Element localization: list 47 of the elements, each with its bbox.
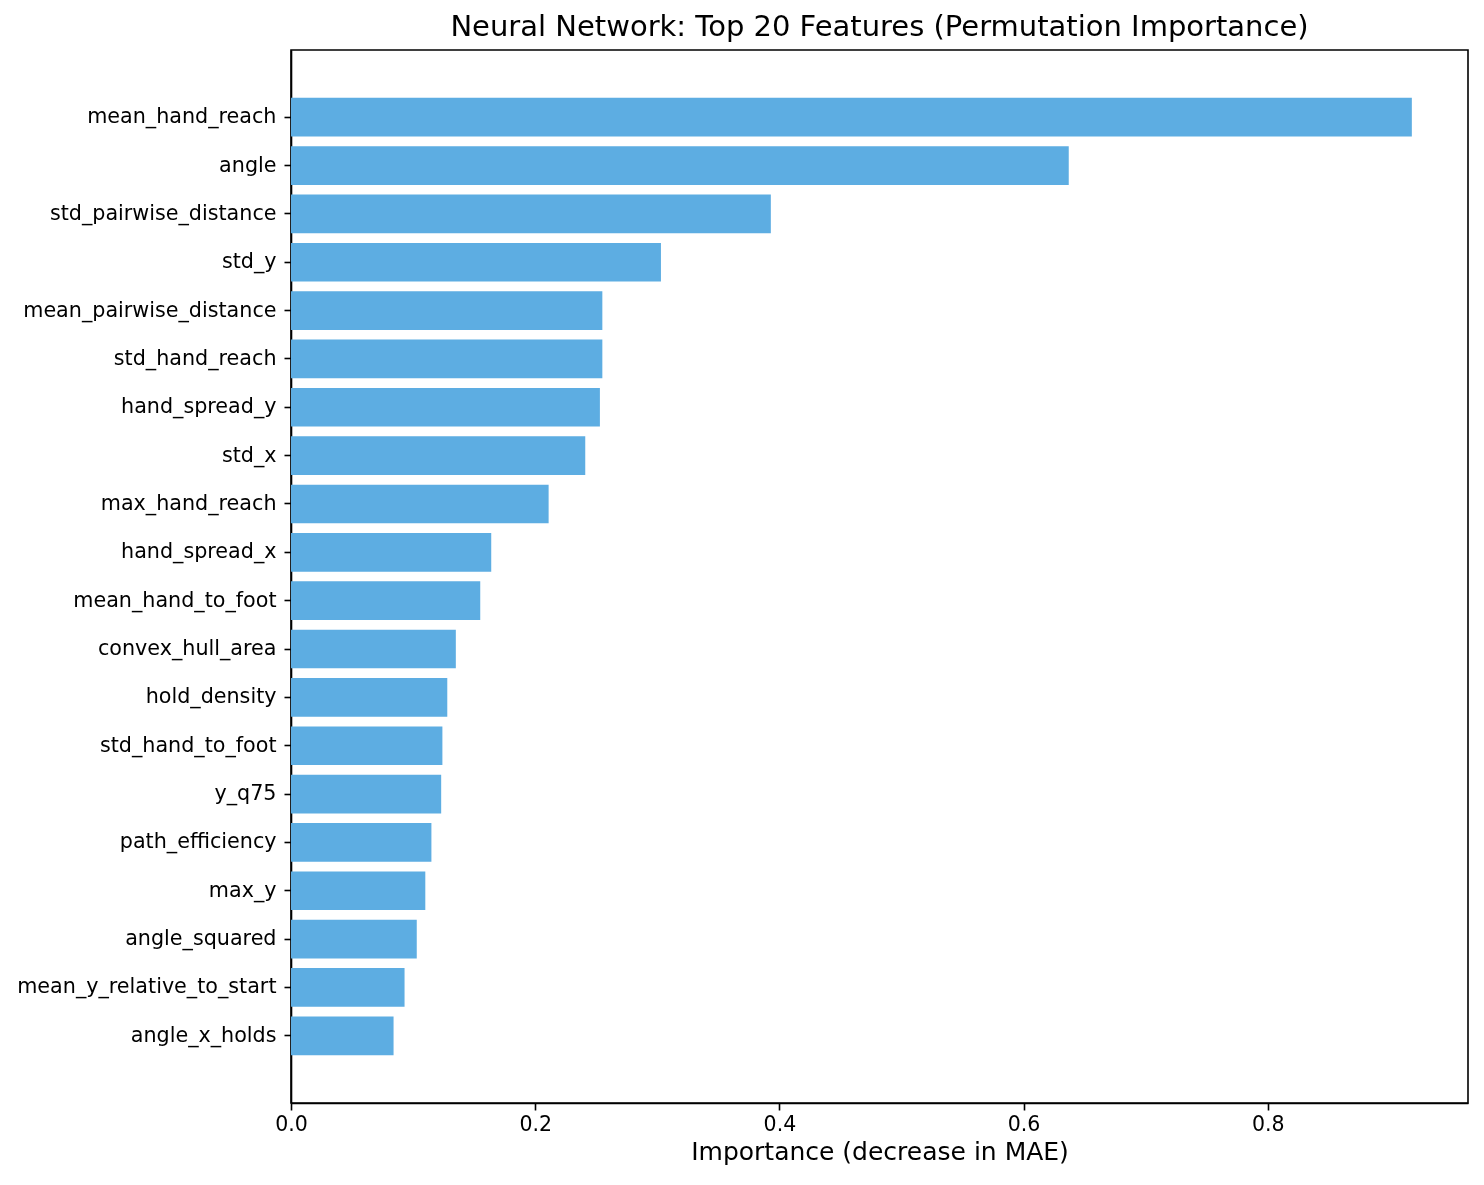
y-tick-label: hand_spread_y (121, 394, 277, 420)
x-tick-label: 0.6 (1007, 1111, 1041, 1136)
y-tick-label: mean_y_relative_to_start (17, 974, 277, 1000)
bar (291, 581, 481, 621)
x-tick-label: 0.0 (275, 1111, 308, 1136)
bar (291, 387, 600, 427)
bar (291, 678, 448, 717)
bar (291, 146, 1069, 185)
y-tick-label: std_y (221, 249, 277, 275)
bar (291, 919, 417, 959)
y-tick-label: path_efficiency (119, 829, 277, 855)
chart-title: Neural Network: Top 20 Features (Permutation Importance) (450, 9, 1309, 43)
bar (291, 484, 549, 524)
y-tick-label: std_hand_reach (113, 345, 277, 371)
x-tick-label: 0.2 (519, 1111, 552, 1136)
bar (291, 242, 661, 282)
bar (291, 291, 603, 330)
y-tick-label: mean_pairwise_distance (23, 297, 277, 323)
bar (291, 97, 1412, 137)
bar (291, 629, 456, 669)
y-tick-label: convex_hull_area (97, 636, 277, 662)
y-tick-label: std_x (221, 442, 277, 468)
bar (291, 726, 443, 766)
y-tick-label: std_hand_to_foot (99, 732, 277, 758)
x-axis-title: Importance (decrease in MAE) (691, 1137, 1069, 1166)
y-tick-label: std_pairwise_distance (49, 200, 277, 226)
bar (291, 532, 492, 572)
y-tick-label: angle (219, 152, 277, 177)
y-tick-label: hold_density (145, 684, 277, 710)
y-tick-label: mean_hand_reach (87, 104, 277, 130)
bar (291, 194, 771, 234)
x-tick-label: 0.4 (763, 1111, 797, 1136)
y-tick-label: y_q75 (214, 781, 277, 807)
bar (291, 339, 603, 379)
bar (291, 1016, 394, 1056)
y-tick-label: max_hand_reach (100, 490, 277, 516)
y-tick-label: max_y (208, 877, 277, 903)
x-tick-label: 0.8 (1251, 1111, 1285, 1136)
bar (291, 823, 432, 862)
bar (291, 871, 426, 911)
y-tick-label: hand_spread_x (121, 539, 277, 565)
y-tick-label: angle_x_holds (130, 1022, 277, 1048)
bar (291, 436, 586, 475)
y-tick-label: mean_hand_to_foot (73, 587, 277, 613)
y-tick-label: angle_squared (125, 926, 277, 952)
bar (291, 774, 442, 814)
bar (291, 968, 405, 1007)
